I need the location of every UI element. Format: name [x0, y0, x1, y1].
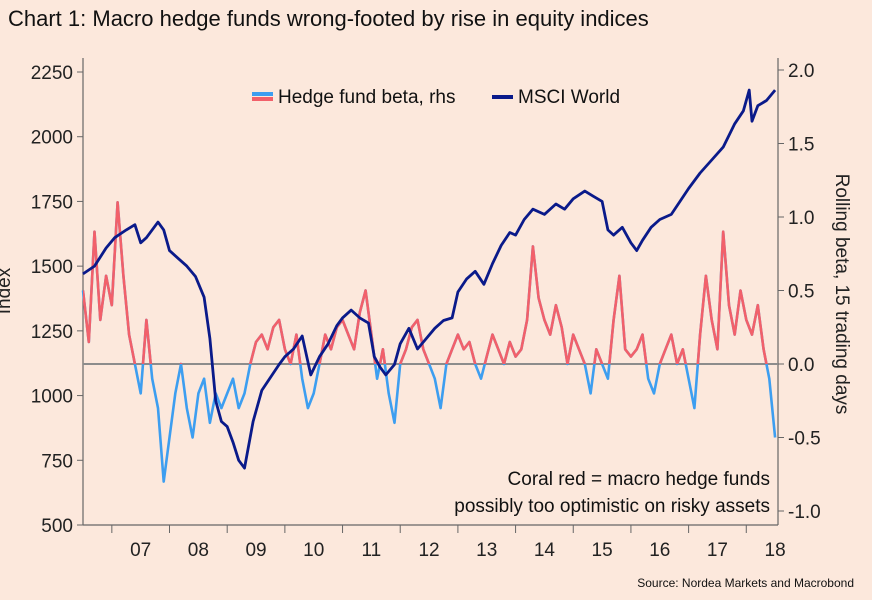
x-axis-ticks: 07 08 09 10 11 12 13 14 15 16 17 18 — [111, 525, 786, 561]
msci-series — [82, 88, 777, 470]
left-tick-label: 2250 — [31, 63, 73, 84]
left-tick-label: 1000 — [31, 387, 73, 408]
x-tick-label: 13 — [476, 540, 497, 561]
chart-title: Chart 1: Macro hedge funds wrong-footed … — [8, 6, 649, 31]
x-tick-label: 12 — [418, 540, 439, 561]
x-tick-label: 08 — [188, 540, 209, 561]
annotation-line: Coral red = macro hedge funds — [508, 469, 770, 490]
x-tick-label: 11 — [362, 540, 382, 561]
left-tick-label: 1750 — [31, 192, 73, 213]
left-tick-label: 1500 — [31, 257, 73, 278]
annotation: Coral red = macro hedge funds possibly to… — [454, 469, 770, 517]
beta-line — [81, 201, 777, 483]
right-tick-label: 1.0 — [788, 208, 814, 229]
legend-msci-label: MSCI World — [518, 87, 620, 108]
x-tick-label: 10 — [303, 540, 324, 561]
right-axis-title: Rolling beta, 15 trading days — [831, 174, 852, 415]
x-tick-label: 17 — [707, 540, 728, 561]
right-tick-label: 0.0 — [788, 355, 814, 376]
right-tick-label: -1.0 — [788, 502, 821, 523]
right-tick-label: 0.5 — [788, 282, 814, 303]
source-note: Source: Nordea Markets and Macrobond — [637, 576, 854, 590]
right-tick-label: 2.0 — [788, 61, 814, 82]
right-axis-ticks: -1.0 -0.5 0.0 0.5 1.0 1.5 2.0 — [778, 61, 821, 523]
left-tick-label: 2000 — [31, 128, 73, 149]
left-tick-label: 500 — [41, 516, 73, 537]
left-tick-label: 750 — [41, 451, 73, 472]
legend: Hedge fund beta, rhs MSCI World — [252, 87, 620, 108]
left-axis-title: Index — [0, 267, 15, 314]
left-tick-label: 1250 — [31, 322, 73, 343]
annotation-line: possibly too optimistic on risky assets — [454, 496, 770, 517]
beta-positive-line — [83, 201, 768, 364]
x-tick-label: 07 — [130, 540, 151, 561]
legend-beta-label: Hedge fund beta, rhs — [278, 87, 455, 108]
right-tick-label: 1.5 — [788, 135, 814, 156]
x-tick-label: 16 — [649, 540, 670, 561]
x-tick-label: 09 — [245, 540, 266, 561]
x-tick-label: 15 — [592, 540, 613, 561]
left-axis-ticks: 500 750 1000 1250 1500 1750 2000 2250 — [31, 63, 83, 537]
x-tick-label: 14 — [534, 540, 556, 561]
right-tick-label: -0.5 — [788, 429, 821, 450]
plot-frame — [82, 58, 779, 526]
x-tick-label: 18 — [765, 540, 786, 561]
msci-line — [82, 88, 777, 470]
beta-series — [81, 201, 777, 483]
